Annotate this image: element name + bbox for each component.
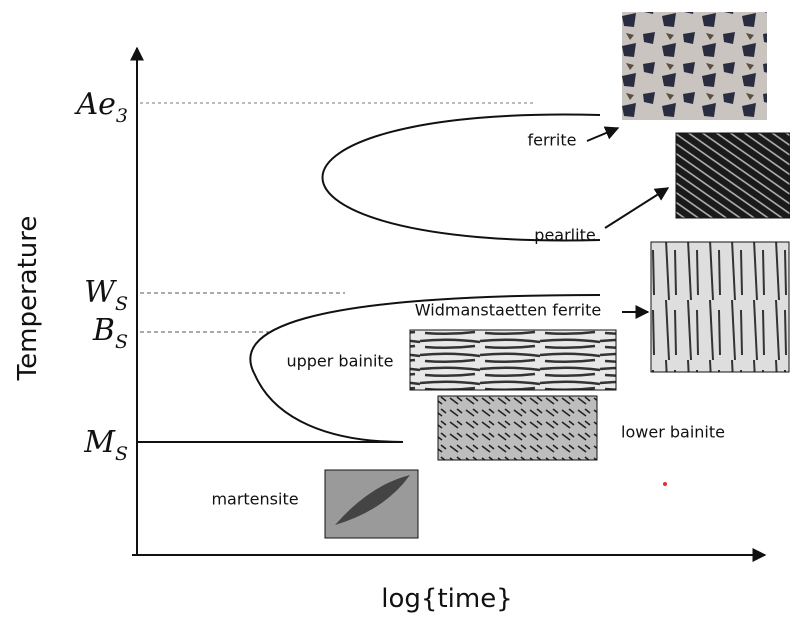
level-label: Ae3 [73, 87, 128, 127]
phase-label: upper bainite [286, 352, 393, 371]
level-label: MS [83, 425, 128, 465]
arrow [605, 188, 668, 228]
phase-label: ferrite [528, 131, 577, 150]
phase-label: pearlite [534, 226, 595, 245]
upper-bainite-micrograph [410, 330, 616, 390]
dot [663, 482, 667, 486]
lower-bainite-micrograph [438, 396, 597, 460]
pearlite-micrograph [676, 133, 790, 218]
phase-label: lower bainite [621, 423, 725, 442]
level-label: WS [84, 275, 128, 315]
level-label: BS [92, 313, 128, 353]
ferrite-micrograph [622, 12, 767, 120]
widmanstaetten-micrograph [651, 242, 789, 372]
phase-label: martensite [211, 490, 298, 509]
x-axis-label: log{time} [381, 584, 512, 614]
phase-label: Widmanstaetten ferrite [415, 301, 601, 320]
y-axis-label: Temperature [13, 216, 43, 382]
ttt-diagram: Temperature log{time} Ae3 WS BS MS ferri… [0, 0, 790, 617]
arrow [587, 128, 618, 141]
